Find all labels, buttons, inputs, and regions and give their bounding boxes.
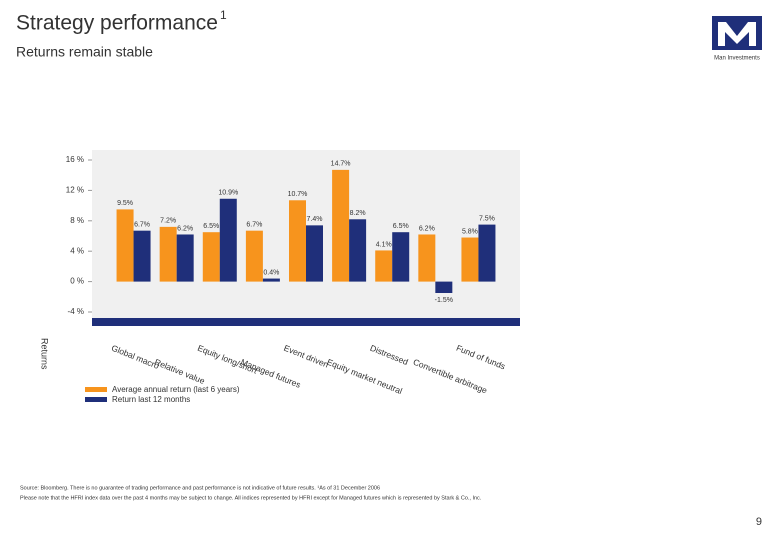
bar bbox=[289, 200, 306, 282]
title: Strategy performance bbox=[16, 12, 218, 35]
x-tick-label: Global macro bbox=[110, 343, 161, 371]
logo-text: Man Investments bbox=[714, 56, 760, 62]
bar bbox=[461, 237, 479, 282]
title-note: 1 bbox=[220, 8, 227, 22]
bar bbox=[332, 169, 350, 282]
y-tick-label: 16 % bbox=[66, 155, 84, 164]
logo-m bbox=[718, 22, 756, 46]
x-tick-label: Equity market neutral bbox=[326, 357, 404, 396]
value-label: 8.2% bbox=[350, 210, 366, 217]
value-label: 0.4% bbox=[263, 269, 279, 276]
x-tick-label: Distressed bbox=[369, 343, 410, 367]
legend-swatch bbox=[85, 397, 107, 402]
source: Source: Bloomberg. There is no guarantee… bbox=[20, 485, 380, 491]
plot-base bbox=[92, 318, 520, 326]
page-number: 9 bbox=[756, 516, 762, 528]
y-tick-label: 8 % bbox=[70, 216, 84, 225]
x-tick-label: Convertible arbitrage bbox=[412, 357, 489, 396]
y-tick-label: 4 % bbox=[70, 246, 84, 255]
value-label: 4.1% bbox=[376, 241, 392, 248]
value-label: 7.5% bbox=[479, 215, 495, 222]
bar bbox=[116, 209, 134, 282]
bar bbox=[262, 278, 280, 282]
value-label: 6.2% bbox=[419, 225, 435, 232]
y-tick-label: -4 % bbox=[68, 307, 84, 316]
legend-label: Return last 12 months bbox=[112, 395, 190, 404]
x-tick-label: Fund of funds bbox=[455, 343, 507, 372]
x-tick-label: Event driven bbox=[282, 343, 330, 370]
legend-label: Average annual return (last 6 years) bbox=[112, 385, 240, 394]
bar bbox=[306, 225, 323, 282]
bar bbox=[176, 234, 194, 282]
bar bbox=[478, 224, 496, 282]
bar bbox=[159, 226, 177, 282]
logo: Man Investments bbox=[712, 16, 762, 62]
bar bbox=[245, 230, 263, 282]
value-label: 10.9% bbox=[218, 190, 238, 197]
value-label: -1.5% bbox=[435, 297, 453, 304]
bar bbox=[219, 198, 237, 282]
value-label: 7.4% bbox=[307, 216, 323, 223]
bar bbox=[435, 281, 453, 293]
value-label: 6.2% bbox=[177, 225, 193, 232]
value-label: 6.7% bbox=[134, 222, 150, 229]
value-label: 10.7% bbox=[288, 191, 308, 198]
x-tick-label: Managed futures bbox=[239, 357, 302, 390]
bar bbox=[418, 234, 436, 282]
value-label: 9.5% bbox=[117, 200, 133, 207]
value-label: 6.5% bbox=[393, 223, 409, 230]
note: Please note that the HFRI index data ove… bbox=[20, 495, 482, 501]
y-tick-label: 12 % bbox=[66, 186, 84, 195]
value-label: 6.7% bbox=[246, 222, 262, 229]
y-axis-label: Returns bbox=[40, 338, 50, 370]
value-label: 6.5% bbox=[203, 223, 219, 230]
y-tick-label: 0 % bbox=[70, 277, 84, 286]
value-label: 14.7% bbox=[331, 161, 351, 168]
legend-swatch bbox=[85, 387, 107, 392]
bar bbox=[392, 232, 410, 282]
value-label: 5.8% bbox=[462, 228, 478, 235]
bar bbox=[349, 219, 367, 282]
bar bbox=[375, 250, 393, 282]
bar bbox=[133, 230, 151, 282]
x-tick-label: Relative value bbox=[153, 357, 207, 386]
subtitle: Returns remain stable bbox=[16, 44, 153, 60]
bar bbox=[202, 232, 220, 282]
value-label: 7.2% bbox=[160, 218, 176, 225]
